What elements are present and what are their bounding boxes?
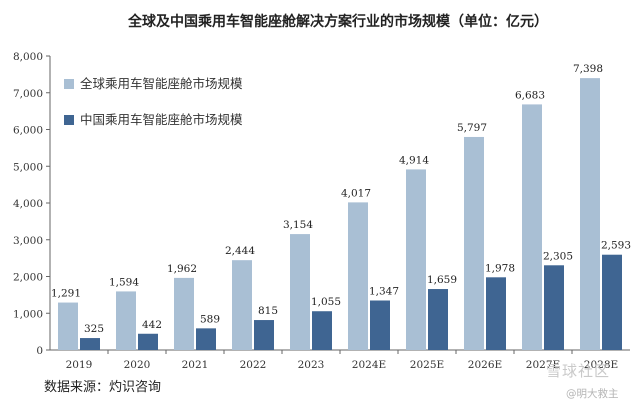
bar-global <box>290 234 310 350</box>
data-label-china: 2,305 <box>543 250 573 262</box>
y-tick-label: 4,000 <box>13 198 43 210</box>
data-label-china: 589 <box>200 313 220 325</box>
x-tick-label: 2021 <box>182 359 209 371</box>
data-label-global: 2,444 <box>225 245 255 257</box>
data-source-note: 数据来源：灼识咨询 <box>44 380 162 395</box>
data-label-china: 1,659 <box>427 274 457 286</box>
data-label-global: 5,797 <box>457 122 487 134</box>
legend-label: 全球乘用车智能座舱市场规模 <box>80 76 243 91</box>
y-tick-label: 7,000 <box>13 88 43 100</box>
bar-global <box>580 78 600 350</box>
x-tick-label: 2028E <box>584 359 618 371</box>
legend-label: 中国乘用车智能座舱市场规模 <box>80 112 243 127</box>
bars: 1,291 325 1,594 442 1,962 589 2,444 815 3,154 1,0… <box>51 63 631 350</box>
data-label-china: 1,347 <box>369 285 399 297</box>
y-tick-label: 2,000 <box>13 272 43 284</box>
x-tick-label: 2019 <box>66 359 93 371</box>
data-label-global: 4,914 <box>399 154 429 166</box>
y-tick-label: 1,000 <box>13 308 43 320</box>
y-tick-label: 8,000 <box>13 51 43 63</box>
y-tick-label: 3,000 <box>13 235 43 247</box>
data-label-global: 1,594 <box>109 276 139 288</box>
x-tick-label: 2027E <box>526 359 560 371</box>
data-label-china: 1,978 <box>485 262 515 274</box>
x-tick-label: 2023 <box>298 359 325 371</box>
bar-china <box>196 328 216 350</box>
bar-global <box>522 104 542 350</box>
data-label-global: 3,154 <box>283 219 313 231</box>
bar-china <box>312 311 332 350</box>
bar-china <box>486 277 506 350</box>
legend-swatch <box>64 115 74 125</box>
x-tick-label: 2022 <box>240 359 267 371</box>
data-label-global: 4,017 <box>341 187 371 199</box>
y-tick-label: 0 <box>36 345 43 357</box>
bar-global <box>116 291 136 350</box>
bar-global <box>232 260 252 350</box>
legend-swatch <box>64 79 74 89</box>
data-label-global: 1,962 <box>167 263 197 275</box>
bar-global <box>174 277 194 350</box>
bar-china <box>544 265 564 350</box>
data-label-global: 1,291 <box>51 288 81 300</box>
data-label-china: 325 <box>84 323 104 335</box>
bar-china <box>602 254 622 350</box>
bar-global <box>464 136 484 350</box>
data-label-china: 442 <box>142 319 162 331</box>
bar-china <box>370 300 390 350</box>
bar-china <box>428 289 448 350</box>
x-tick-label: 2025E <box>410 359 444 371</box>
x-tick-label: 2024E <box>352 359 386 371</box>
bar-global <box>348 202 368 350</box>
data-label-global: 6,683 <box>515 89 545 101</box>
bar-china <box>80 338 100 350</box>
bar-global <box>58 302 78 350</box>
x-tick-label: 2026E <box>468 359 502 371</box>
axes: 0 1,000 2,000 3,000 4,000 5,000 6,000 7,000 8,00… <box>13 51 630 371</box>
x-tick-label: 2020 <box>124 359 151 371</box>
y-tick-label: 5,000 <box>13 161 43 173</box>
bar-china <box>138 333 158 350</box>
y-tick-label: 6,000 <box>13 125 43 137</box>
bar-china <box>254 320 274 350</box>
chart-title: 全球及中国乘用车智能座舱解决方案行业的市场规模（单位：亿元） <box>127 13 548 30</box>
data-label-global: 7,398 <box>573 63 603 75</box>
data-label-china: 1,055 <box>311 296 341 308</box>
watermark-user: @明大救主 <box>566 388 619 400</box>
bar-global <box>406 169 426 350</box>
data-label-china: 2,593 <box>601 240 631 252</box>
watermark-site: 雪球社区 <box>546 362 611 380</box>
data-label-china: 815 <box>258 305 278 317</box>
